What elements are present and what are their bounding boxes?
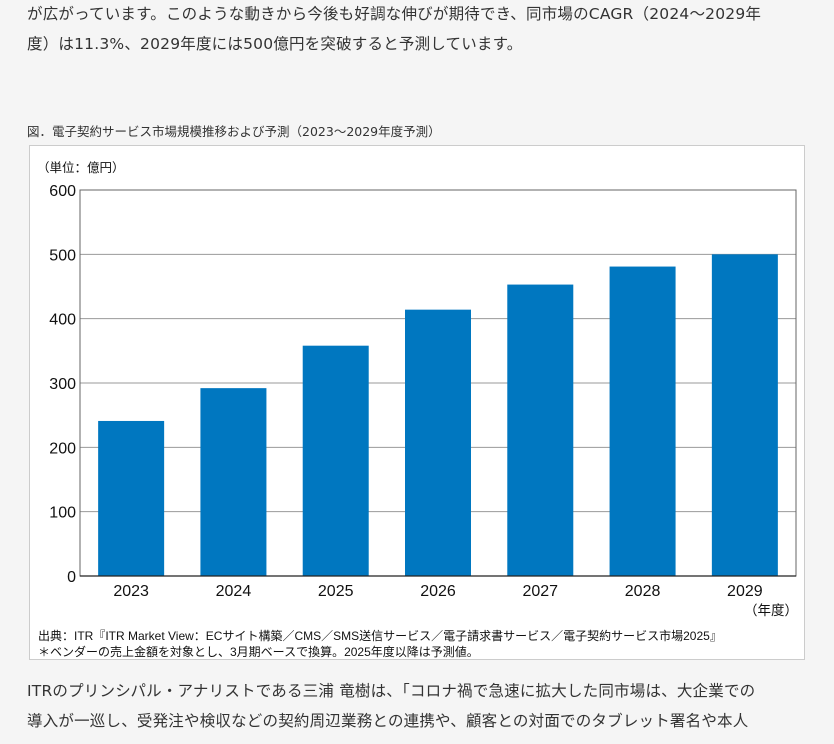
bar-2026 [405, 309, 471, 576]
unit-label: （単位：億円） [37, 160, 125, 175]
x-tick-label: 2026 [420, 583, 456, 600]
y-tick-label: 200 [49, 440, 76, 457]
bar-2028 [609, 266, 676, 576]
figure-caption: 図．電子契約サービス市場規模推移および予測（2023～2029年度予測） [27, 124, 441, 139]
chart-footnote: ＊ベンダーの売上金額を対象とし、3月期ベースで換算。2025年度以降は予測値。 [38, 645, 479, 659]
bar-2025 [302, 345, 369, 576]
chart-source: 出典：ITR『ITR Market View：ECサイト構築／CMS／SMS送信… [38, 629, 722, 643]
y-tick-label: 600 [49, 183, 76, 200]
x-tick-label: 2024 [216, 583, 252, 600]
y-tick-label: 500 [49, 247, 76, 264]
bar-2027 [507, 284, 574, 576]
x-tick-label: 2025 [318, 583, 354, 600]
bar-2024 [200, 388, 267, 576]
y-tick-label: 0 [67, 569, 76, 586]
x-tick-label: 2028 [625, 583, 661, 600]
y-tick-label: 100 [49, 505, 76, 522]
bar-2029 [711, 254, 778, 577]
text-line: ITRのプリンシパル・アナリストである三浦 竜樹は、「コロナ禍で急速に拡大した同… [27, 682, 756, 700]
paragraph-bottom: ITRのプリンシパル・アナリストである三浦 竜樹は、「コロナ禍で急速に拡大した同… [27, 676, 755, 736]
bar-2023 [98, 420, 165, 576]
y-tick-label: 300 [49, 376, 76, 393]
x-axis-label: （年度） [744, 603, 798, 618]
y-tick-label: 400 [49, 312, 76, 329]
x-tick-label: 2023 [113, 583, 149, 600]
paragraph-top: が広がっています。このような動きから今後も好調な伸びが期待でき、同市場のCAGR… [27, 0, 761, 59]
text-line: が広がっています。このような動きから今後も好調な伸びが期待でき、同市場のCAGR… [27, 5, 762, 23]
x-tick-label: 2027 [522, 583, 558, 600]
x-tick-label: 2029 [727, 583, 763, 600]
text-line: 度）は11.3%、2029年度には500億円を突破すると予測しています。 [27, 35, 523, 53]
text-line: 導入が一巡し、受発注や検収などの契約周辺業務との連携や、顧客との対面でのタブレッ… [27, 712, 749, 730]
